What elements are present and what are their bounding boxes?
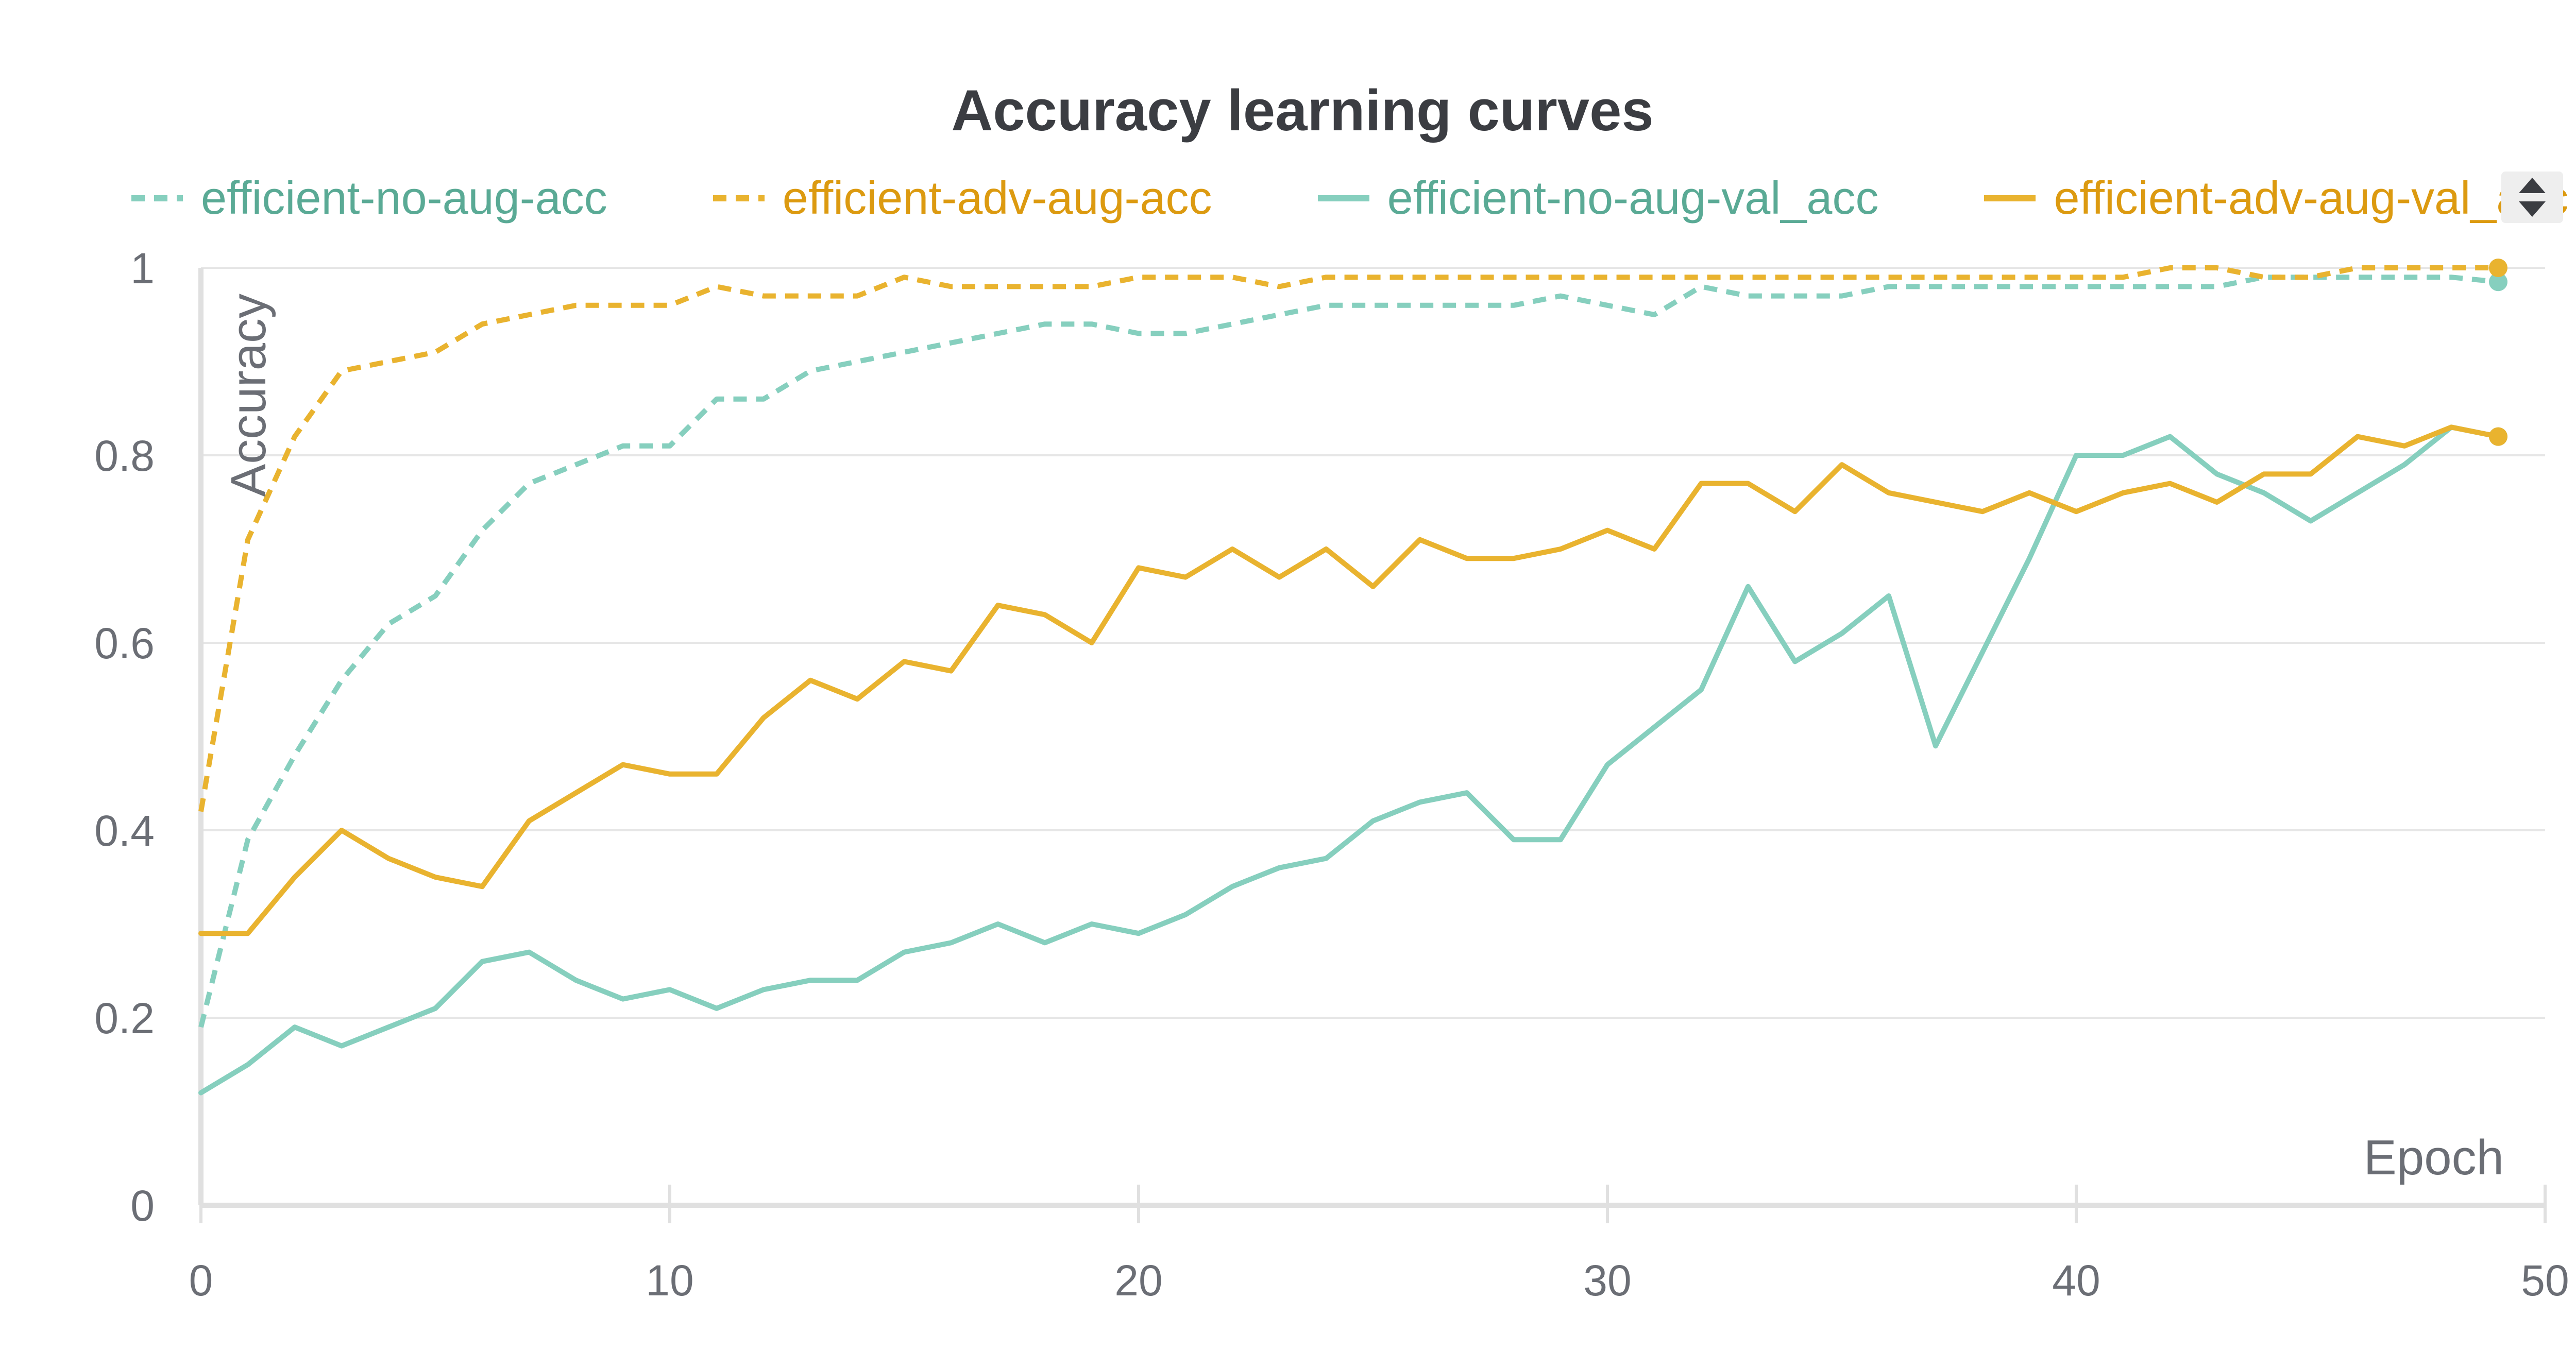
series-end-point [2489,272,2507,292]
series-line-efficient-no-aug-val_acc [198,424,2501,1096]
legend: efficient-no-aug-acc efficient-adv-aug-ac… [129,165,2576,232]
axes: 00.20.40.60.810 10 20 30 40 50 [94,244,2569,1305]
y-tick-label: 0 [130,1182,155,1230]
chart-title: Accuracy learning curves [951,78,1654,143]
legend-label: efficient-no-aug-val_acc [1387,172,1879,224]
x-axis-title: Epoch [2364,1130,2504,1185]
y-tick-label: 1 [130,244,155,293]
x-tick-label: 0 [189,1256,213,1305]
series-layer [198,259,2507,1096]
legend-label: efficient-adv-aug-acc [782,172,1212,224]
legend-swatch [131,195,183,201]
series-line-efficient-adv-aug-acc [198,265,2498,812]
legend-item[interactable]: efficient-adv-aug-acc [710,172,1212,225]
legend-label: efficient-no-aug-acc [201,172,607,224]
series-line-efficient-no-aug-acc [198,275,2499,1028]
legend-item[interactable]: efficient-no-aug-val_acc [1315,172,1879,225]
legend-item[interactable]: efficient-no-aug-acc [129,172,607,225]
series-end-point [2489,259,2507,277]
legend-swatch [1317,195,1369,201]
y-tick-label: 0.2 [94,994,155,1042]
y-axis-title: Accuracy [221,294,276,497]
y-tick-label: 0.6 [94,619,155,668]
grid [201,267,2545,1019]
legend-scroll-control[interactable] [2501,172,2563,223]
x-tick-label: 50 [2521,1256,2569,1305]
legend-item[interactable]: efficient-adv-aug-val_acc [1981,172,2568,225]
x-tick-label: 10 [646,1256,693,1305]
sort-arrows-icon [2519,178,2546,217]
y-tick-label: 0.4 [94,807,155,855]
x-tick-label: 30 [1583,1256,1631,1305]
x-tick-label: 20 [1114,1256,1162,1305]
legend-swatch [1984,195,2036,201]
legend-label: efficient-adv-aug-val_acc [2054,172,2569,224]
x-tick-label: 40 [2052,1256,2100,1305]
series-line-efficient-adv-aug-val_acc [198,424,2501,936]
series-end-point [2489,427,2507,446]
legend-swatch [713,195,765,201]
y-tick-label: 0.8 [94,432,155,480]
